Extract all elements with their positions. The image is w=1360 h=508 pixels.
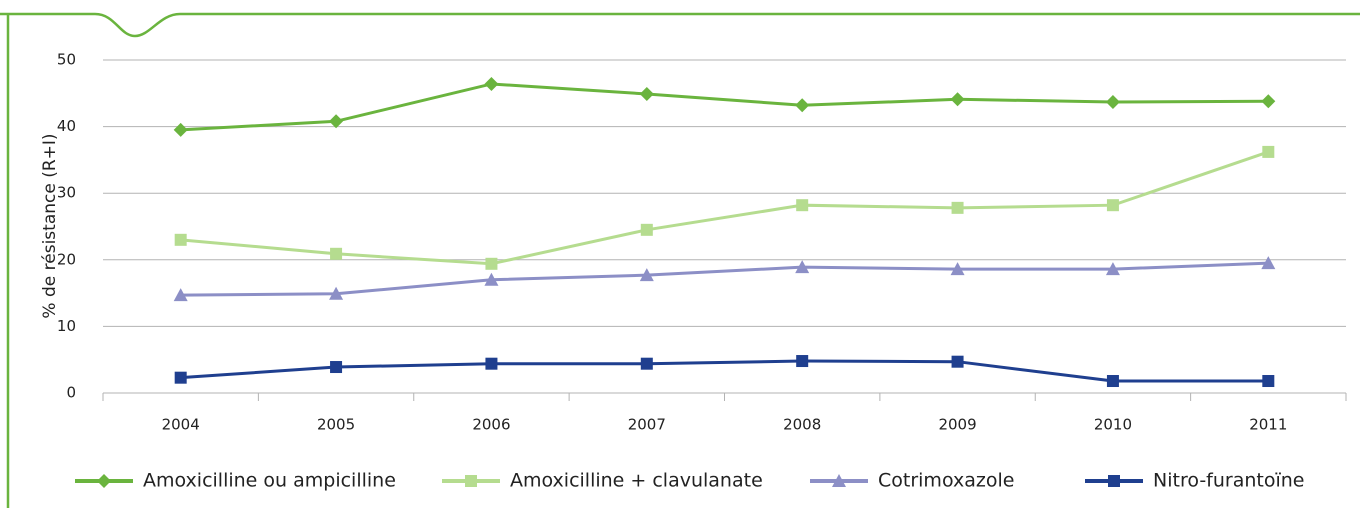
y-tick-label: 40 bbox=[57, 117, 76, 135]
legend-marker bbox=[832, 474, 846, 487]
point bbox=[485, 257, 498, 270]
point bbox=[951, 201, 964, 214]
x-tick-label: 2006 bbox=[472, 416, 510, 434]
x-tick-label: 2007 bbox=[628, 416, 666, 434]
point bbox=[173, 288, 188, 302]
point bbox=[174, 233, 187, 246]
legend-marker bbox=[1108, 475, 1120, 487]
series-line bbox=[180, 150, 1269, 266]
point bbox=[484, 76, 499, 91]
y-tick-label: 20 bbox=[57, 250, 76, 268]
y-tick-label: 10 bbox=[57, 317, 76, 335]
x-tick-label: 2009 bbox=[938, 416, 976, 434]
point bbox=[174, 371, 187, 384]
point bbox=[950, 92, 965, 107]
point bbox=[1262, 145, 1275, 158]
y-tick-label: 0 bbox=[66, 384, 76, 402]
y-tick-label: 30 bbox=[57, 184, 76, 202]
point bbox=[795, 98, 810, 113]
x-tick-label: 2011 bbox=[1249, 416, 1287, 434]
point bbox=[173, 122, 188, 137]
point bbox=[329, 114, 344, 129]
point bbox=[640, 357, 653, 370]
point bbox=[951, 355, 964, 368]
frame-top bbox=[0, 12, 1360, 38]
point bbox=[796, 199, 809, 212]
x-tick-label: 2010 bbox=[1094, 416, 1132, 434]
series-line bbox=[180, 261, 1269, 297]
y-tick-label: 50 bbox=[57, 51, 76, 69]
point bbox=[796, 355, 809, 368]
x-tick-label: 2005 bbox=[317, 416, 355, 434]
point bbox=[1106, 375, 1119, 388]
series-line bbox=[180, 82, 1269, 132]
point bbox=[1261, 94, 1276, 109]
legend-label: Cotrimoxazole bbox=[878, 470, 1014, 492]
legend-label: Amoxicilline ou ampicilline bbox=[143, 470, 396, 492]
series-line bbox=[180, 359, 1269, 383]
point bbox=[639, 86, 654, 101]
legend-marker bbox=[97, 474, 111, 488]
point bbox=[1105, 262, 1120, 276]
x-tick-label: 2004 bbox=[162, 416, 200, 434]
point bbox=[1262, 375, 1275, 388]
point bbox=[330, 247, 343, 260]
point bbox=[639, 268, 654, 282]
point bbox=[795, 260, 810, 274]
point bbox=[484, 272, 499, 286]
y-axis-label: % de résistance (R+I) bbox=[40, 133, 60, 318]
legend-label: Nitro-furantoïne bbox=[1153, 470, 1304, 492]
point bbox=[329, 286, 344, 300]
legend-label: Amoxicilline + clavulanate bbox=[510, 470, 763, 492]
point bbox=[1261, 256, 1276, 270]
point bbox=[1106, 199, 1119, 212]
point bbox=[485, 357, 498, 370]
point bbox=[950, 262, 965, 276]
legend-marker bbox=[465, 475, 477, 487]
x-tick-label: 2008 bbox=[783, 416, 821, 434]
point bbox=[1105, 94, 1120, 109]
point bbox=[330, 361, 343, 374]
point bbox=[640, 223, 653, 236]
